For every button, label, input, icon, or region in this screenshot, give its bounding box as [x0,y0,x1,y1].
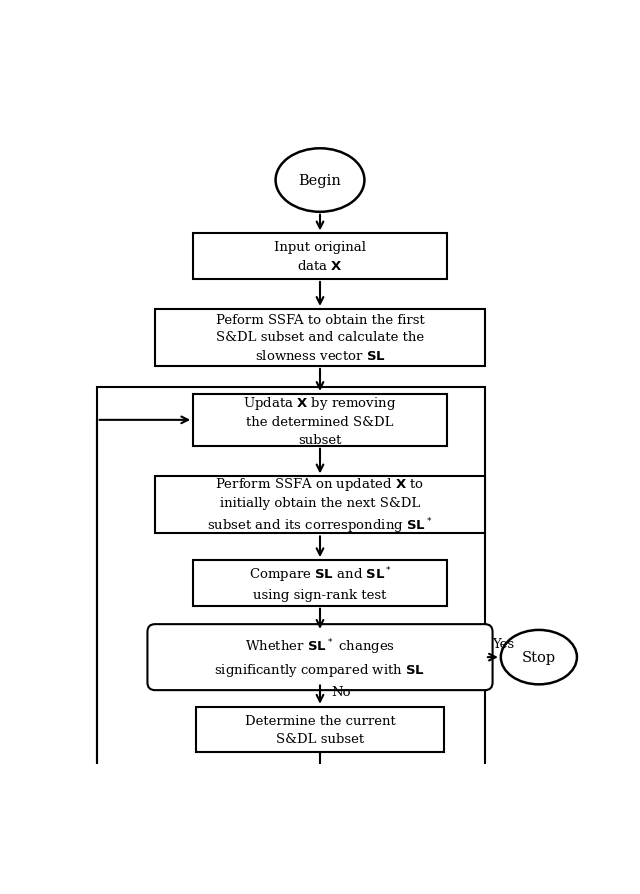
Text: No: No [332,685,351,698]
Text: Perform SSFA on updated $\mathbf{X}$ to
initially obtain the next S&DL
subset an: Perform SSFA on updated $\mathbf{X}$ to … [207,475,433,536]
Text: Stop: Stop [522,651,556,664]
Bar [97,388,485,772]
FancyBboxPatch shape [193,394,447,446]
Text: Compare $\mathbf{SL}$ and $\mathbf{SL}^*$
using sign-rank test: Compare $\mathbf{SL}$ and $\mathbf{SL}^*… [248,565,392,602]
Text: Begin: Begin [299,173,341,188]
Text: Determine the current
S&DL subset: Determine the current S&DL subset [244,714,396,745]
FancyBboxPatch shape [155,477,485,534]
Text: Updata $\mathbf{X}$ by removing
the determined S&DL
subset: Updata $\mathbf{X}$ by removing the dete… [243,394,397,446]
Text: Whether $\mathbf{SL}^*$ changes
significantly compared with $\mathbf{SL}$: Whether $\mathbf{SL}^*$ changes signific… [214,637,426,679]
FancyBboxPatch shape [193,561,447,606]
FancyBboxPatch shape [155,309,485,367]
FancyBboxPatch shape [147,624,493,690]
FancyBboxPatch shape [196,707,444,753]
FancyBboxPatch shape [193,234,447,280]
Text: Yes: Yes [493,637,515,650]
Ellipse shape [276,149,364,213]
Ellipse shape [501,630,577,685]
Text: Peform SSFA to obtain the first
S&DL subset and calculate the
slowness vector $\: Peform SSFA to obtain the first S&DL sub… [216,313,424,363]
Text: Input original
data $\mathbf{X}$: Input original data $\mathbf{X}$ [274,240,366,273]
